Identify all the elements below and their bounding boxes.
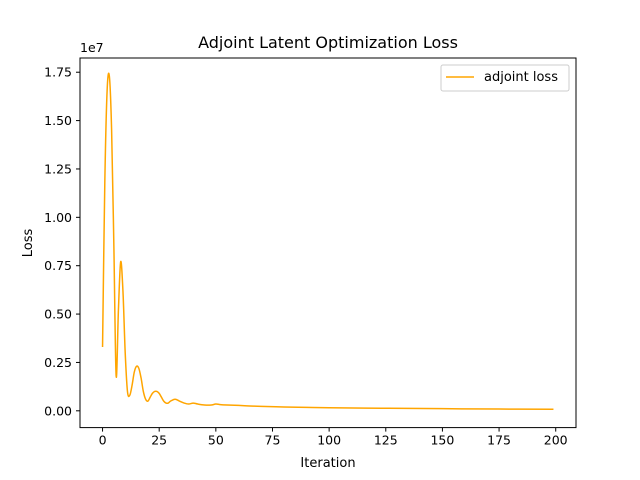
y-tick-label: 0.00	[44, 403, 72, 418]
y-tick-label: 1.00	[44, 210, 72, 225]
x-axis-ticks: 0 25 50 75 100 125 150 175 200	[99, 427, 568, 448]
x-tick-label: 175	[487, 433, 511, 448]
plot-frame	[79, 57, 577, 429]
y-tick-label: 1.75	[44, 65, 72, 80]
y-tick-label: 0.75	[44, 258, 72, 273]
x-tick-label: 25	[151, 433, 167, 448]
y-axis-label: Loss	[21, 229, 36, 258]
legend-label: adjoint loss	[484, 70, 558, 85]
legend-box	[440, 64, 570, 92]
y-axis-ticks: 0.00 0.25 0.50 0.75 1.00 1.25 1.50 1.75	[44, 65, 80, 418]
series-line-adjoint-loss	[101, 72, 554, 411]
x-tick-label: 50	[208, 433, 224, 448]
y-tick-label: 1.50	[44, 113, 72, 128]
x-tick-label: 150	[430, 433, 454, 448]
legend: adjoint loss	[440, 64, 570, 92]
y-axis-offset-label: 1e7	[80, 40, 104, 55]
y-tick-label: 1.25	[44, 161, 72, 176]
x-tick-label: 75	[265, 433, 281, 448]
x-tick-label: 200	[544, 433, 568, 448]
chart-title: Adjoint Latent Optimization Loss	[198, 33, 458, 52]
x-tick-label: 125	[374, 433, 398, 448]
x-axis-label: Iteration	[300, 456, 355, 471]
y-tick-label: 0.50	[44, 307, 72, 322]
x-tick-label: 100	[317, 433, 341, 448]
y-tick-label: 0.25	[44, 355, 72, 370]
plot-area	[101, 72, 554, 411]
x-tick-label: 0	[99, 433, 107, 448]
